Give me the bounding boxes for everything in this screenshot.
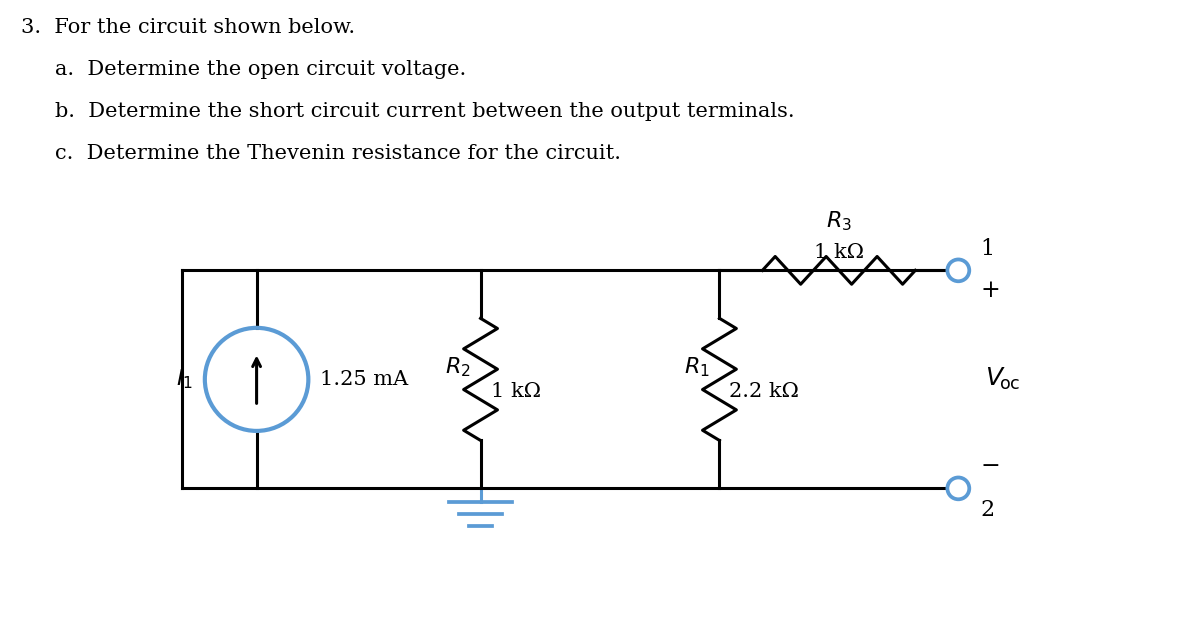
Text: 1: 1 [980, 237, 995, 260]
Text: 1 kΩ: 1 kΩ [491, 382, 540, 401]
Text: 2.2 kΩ: 2.2 kΩ [730, 382, 799, 401]
Text: $I_1$: $I_1$ [176, 368, 193, 391]
Circle shape [947, 259, 970, 281]
Text: 1 kΩ: 1 kΩ [814, 244, 864, 262]
Text: c.  Determine the Thevenin resistance for the circuit.: c. Determine the Thevenin resistance for… [54, 143, 620, 162]
Text: $R_2$: $R_2$ [445, 356, 470, 379]
Circle shape [947, 477, 970, 499]
Text: a.  Determine the open circuit voltage.: a. Determine the open circuit voltage. [54, 60, 466, 79]
Text: +: + [980, 278, 1000, 302]
Text: 2: 2 [980, 499, 995, 521]
Text: $V_{\!\mathrm{oc}}$: $V_{\!\mathrm{oc}}$ [985, 366, 1021, 392]
Text: 3.  For the circuit shown below.: 3. For the circuit shown below. [20, 17, 355, 37]
Text: −: − [980, 455, 1000, 478]
Text: $R_3$: $R_3$ [826, 209, 852, 232]
Text: 1.25 mA: 1.25 mA [320, 370, 408, 389]
Text: $R_1$: $R_1$ [684, 356, 709, 379]
Text: b.  Determine the short circuit current between the output terminals.: b. Determine the short circuit current b… [54, 102, 794, 121]
